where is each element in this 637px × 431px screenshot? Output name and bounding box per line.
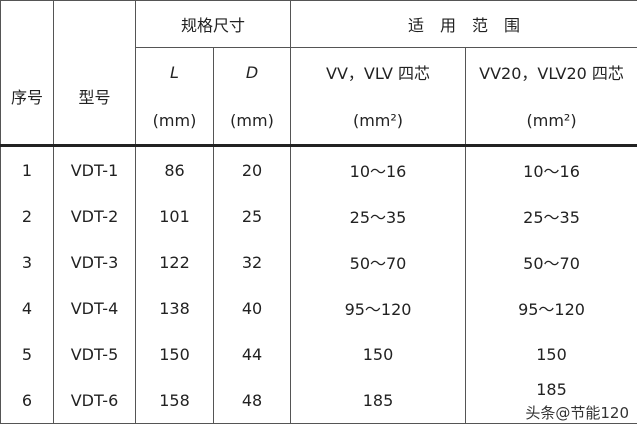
cell-value: 5: [21, 344, 33, 364]
cell-value: 25～35: [349, 208, 407, 227]
unit-L: (mm): [135, 96, 214, 147]
cell-model: VDT-4: [53, 285, 136, 331]
cell-vv20: 185 头条@节能120: [465, 377, 637, 424]
cell-value: 50～70: [349, 254, 407, 273]
header-L: L: [135, 47, 214, 96]
header-vv20: VV20，VLV20 四芯: [465, 47, 637, 96]
cell-value: VDT-6: [70, 390, 119, 410]
cell-value: 185: [536, 380, 567, 399]
cell-vv: 50～70: [290, 239, 467, 285]
cell-no: 2: [0, 193, 54, 239]
cell-value: 86: [164, 160, 185, 180]
cell-vv: 150: [290, 331, 467, 377]
cell-model: VDT-2: [53, 193, 136, 239]
cell-value: 95～120: [344, 300, 412, 319]
cell-value: VDT-2: [70, 206, 119, 226]
cell-value: 101: [159, 206, 190, 226]
table-row: 3 VDT-3 122 32 50～70 50～70: [0, 239, 637, 285]
cell-L: 150: [135, 331, 214, 377]
cell-value: VDT-1: [70, 160, 119, 180]
cell-no: 5: [0, 331, 54, 377]
cell-vv: 95～120: [290, 285, 467, 331]
cell-value: VDT-4: [70, 298, 119, 318]
cell-L: 158: [135, 377, 214, 424]
watermark: 头条@节能120: [525, 404, 630, 422]
cell-value: VDT-5: [70, 344, 119, 364]
cell-L: 86: [135, 145, 214, 193]
corner-cell: [0, 0, 54, 48]
cell-model: VDT-3: [53, 239, 136, 285]
cell-value: 150: [159, 344, 190, 364]
cell-vv: 25～35: [290, 193, 467, 239]
header-size-group: 规格尺寸: [134, 0, 292, 48]
cell-vv20: 25～35: [465, 193, 637, 239]
cell-value: 138: [159, 298, 190, 318]
header-range-group: 适 用 范 围: [290, 0, 637, 48]
cell-value: 40: [241, 298, 263, 318]
cell-value: 158: [159, 390, 190, 410]
cell-D: 40: [212, 285, 292, 331]
cell-value: 150: [362, 344, 394, 364]
table-row: 6 VDT-6 158 48 185 185 头条@节能120: [0, 377, 637, 424]
cell-model: VDT-5: [53, 331, 136, 377]
table-row: 4 VDT-4 138 40 95～120 95～120: [0, 285, 637, 331]
cell-vv20: 50～70: [465, 239, 637, 285]
cell-L: 138: [135, 285, 214, 331]
cell-value: 44: [241, 344, 263, 364]
cell-model: VDT-1: [53, 145, 136, 193]
cell-value: VDT-3: [70, 252, 119, 272]
cell-value: 122: [159, 252, 190, 272]
cell-value: 185: [362, 390, 394, 410]
table-row: 1 VDT-1 86 20 10～16 10～16: [0, 145, 637, 193]
cell-value: 1: [21, 160, 33, 180]
cell-value: 25～35: [523, 208, 580, 227]
cell-value: 50～70: [523, 254, 580, 273]
cell-value: 10～16: [523, 162, 580, 181]
cell-value: 25: [241, 206, 263, 226]
cell-L: 101: [135, 193, 214, 239]
cell-value: 10～16: [349, 162, 407, 181]
cell-vv20: 150: [465, 331, 637, 377]
cell-vv20: 95～120: [465, 285, 637, 331]
header-index: 序号: [0, 47, 54, 147]
cell-D: 44: [212, 331, 292, 377]
cell-D: 20: [212, 145, 292, 193]
header-model: 型号: [53, 47, 136, 147]
header-vv: VV，VLV 四芯: [290, 47, 467, 96]
cell-D: 32: [212, 239, 292, 285]
header-D: D: [212, 47, 292, 96]
cell-vv: 10～16: [290, 145, 467, 193]
cell-no: 4: [0, 285, 54, 331]
unit-area2: (mm²): [465, 96, 637, 147]
cell-no: 3: [0, 239, 54, 285]
cell-D: 48: [212, 377, 292, 424]
cell-value: 6: [21, 390, 33, 410]
corner-cell: [53, 0, 136, 48]
cell-vv20: 10～16: [465, 145, 637, 193]
cell-no: 1: [0, 145, 54, 193]
cell-value: 32: [241, 252, 263, 272]
cell-model: VDT-6: [53, 377, 136, 424]
cell-value: 4: [21, 298, 33, 318]
cell-L: 122: [135, 239, 214, 285]
cell-no: 6: [0, 377, 54, 424]
cell-value: 20: [241, 160, 263, 180]
cell-value: 150: [536, 344, 567, 364]
cell-value: 3: [21, 252, 33, 272]
unit-D: (mm): [212, 96, 292, 147]
table-row: 5 VDT-5 150 44 150 150: [0, 331, 637, 377]
cell-value: 2: [21, 206, 33, 226]
cell-vv: 185: [290, 377, 467, 424]
cell-D: 25: [212, 193, 292, 239]
cell-value: 48: [241, 390, 263, 410]
cell-value: 95～120: [518, 300, 585, 319]
unit-area: (mm²): [290, 96, 467, 147]
table-row: 2 VDT-2 101 25 25～35 25～35: [0, 193, 637, 239]
